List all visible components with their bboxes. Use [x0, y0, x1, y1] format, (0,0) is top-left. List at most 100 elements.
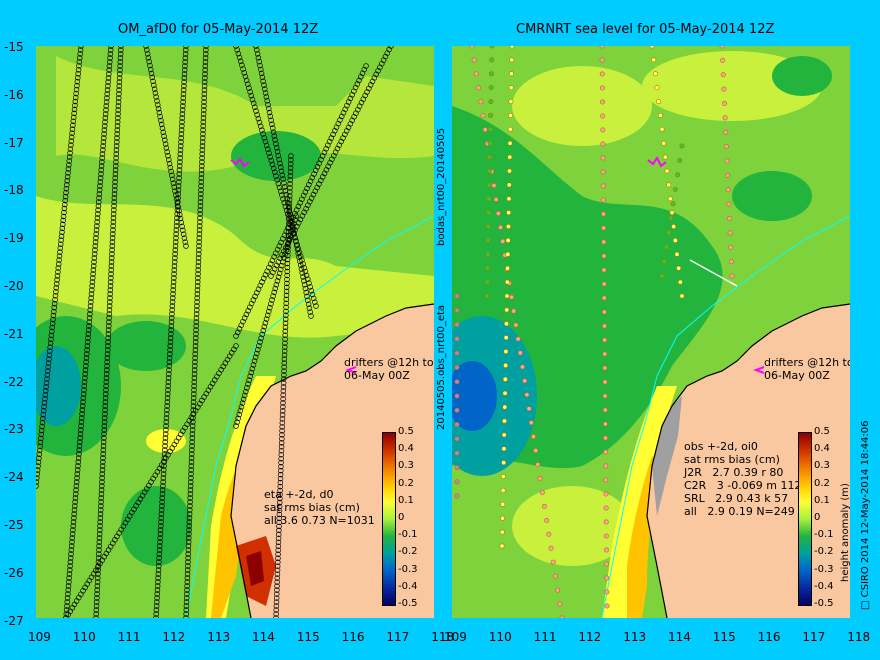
longitude-tick: 115	[712, 630, 736, 644]
ocean-low-eddy	[452, 361, 497, 431]
ocean-low-eddy	[106, 321, 186, 371]
left-map-svg	[36, 46, 434, 618]
right-map-svg	[452, 46, 850, 618]
satellite-track	[36, 46, 84, 489]
colorbar-tick: -0.2	[398, 546, 418, 558]
observation-track	[499, 46, 515, 549]
longitude-tick: 116	[757, 630, 781, 644]
satellite-track	[143, 46, 189, 249]
colorbar-tick: 0	[814, 512, 821, 523]
coastal-shelf-grey	[652, 396, 682, 516]
left-side-label-top: bodas_nrt00_20140505	[436, 127, 447, 246]
latitude-tick: -15	[4, 40, 24, 54]
current-vector	[689, 259, 738, 287]
colorbar-tick: -0.1	[814, 529, 834, 541]
satellite-track	[273, 153, 294, 618]
latitude-tick: -22	[4, 374, 24, 389]
colorbar-tick: 0.5	[814, 426, 830, 437]
longitude-tick: 113	[207, 630, 231, 644]
ocean-low-eddy	[121, 486, 191, 566]
colorbar-tick: -0.1	[398, 529, 418, 541]
observation-track	[649, 46, 685, 299]
ocean-low-eddy	[772, 56, 832, 96]
ocean-low-eddy	[482, 241, 582, 311]
colorbar-tick: -0.4	[814, 580, 834, 592]
drifter-track	[647, 156, 667, 168]
colorbar-tick: -0.3	[814, 563, 834, 575]
colorbar-tick: 0.1	[814, 494, 830, 506]
latitude-tick: -20	[4, 279, 24, 293]
latitude-tick: -18	[4, 183, 24, 198]
latitude-tick: -23	[4, 422, 24, 437]
ocean-high-blob	[146, 429, 186, 453]
colorbar-tick: -0.3	[398, 563, 418, 575]
copyright-label: □ CSIRO 2014 12-May-2014 18:44:06	[860, 420, 871, 610]
right-panel-title: CMRNRT sea level for 05-May-2014 12Z	[516, 22, 775, 37]
ocean-high-blob	[512, 66, 652, 146]
satellite-track	[153, 46, 189, 618]
longitude-tick: 110	[72, 630, 96, 644]
latitude-tick: -17	[4, 135, 24, 150]
latitude-tick: -16	[4, 87, 24, 102]
left-map: drifters @12h to 06-May 00Z eta +-2d, d0…	[36, 46, 434, 618]
ocean-low-eddy	[36, 346, 81, 426]
longitude-tick: 117	[386, 630, 410, 644]
left-panel-title: OM_afD0 for 05-May-2014 12Z	[118, 22, 319, 37]
longitude-tick: 113	[623, 630, 647, 644]
latitude-tick: -26	[4, 565, 24, 580]
colorbar-tick: 0.5	[398, 426, 414, 437]
latitude-tick: -24	[4, 470, 24, 485]
longitude-tick: 114	[252, 630, 275, 644]
latitude-tick: -19	[4, 231, 24, 246]
longitude-tick: 110	[488, 630, 512, 644]
ocean-low-eddy	[732, 171, 812, 221]
satellite-track	[63, 343, 239, 618]
shark-bay-hot	[246, 551, 264, 586]
colorbar-tick: 0.3	[814, 460, 830, 472]
left-stats-label: eta +-2d, d0 sat rms bias (cm) all 3.6 0…	[264, 488, 375, 527]
right-drifters-label: drifters @12h to 06-May 00Z	[764, 356, 850, 382]
latitude-tick: -27	[4, 613, 24, 628]
longitude-tick: 116	[341, 630, 365, 644]
colorbar-tick: -0.5	[814, 598, 834, 609]
satellite-track	[63, 46, 114, 618]
drifter-marker	[345, 366, 357, 374]
observation-track	[599, 46, 610, 609]
colorbar-tick: 0	[398, 512, 405, 523]
observation-track	[719, 46, 735, 279]
satellite-observations	[454, 46, 735, 618]
colorbar-tick: 0.4	[398, 443, 414, 455]
drifter-track	[230, 157, 250, 168]
right-map: drifters @12h to 06-May 00Z obs +-2d, oi…	[452, 46, 850, 618]
longitude-tick: 111	[533, 630, 557, 644]
satellite-track	[183, 46, 209, 618]
colorbar-tick: 0.3	[398, 460, 414, 472]
coastline	[646, 303, 850, 618]
colorbar-label: height anomaly (m)	[840, 483, 851, 582]
right-stats-label: obs +-2d, oi0 sat rms bias (cm) J2R 2.7 …	[684, 440, 802, 518]
longitude-tick: 118	[847, 630, 871, 644]
colorbar-tick: -0.5	[398, 598, 418, 609]
satellite-tracks	[36, 46, 394, 618]
shelf-isobath	[601, 215, 850, 618]
longitude-tick: 115	[296, 630, 320, 644]
satellite-track	[233, 213, 299, 429]
longitude-tick: 109	[444, 630, 467, 644]
colorbar-tick: -0.4	[398, 580, 418, 592]
satellite-track	[93, 46, 124, 618]
colorbar-tick: 0.2	[398, 477, 414, 489]
longitude-tick: 118	[431, 630, 455, 644]
colorbar-tick: 0.4	[814, 443, 830, 455]
observation-track	[454, 293, 460, 499]
shelf-isobath	[185, 215, 434, 618]
left-colorbar	[382, 432, 396, 606]
observation-track	[659, 143, 685, 279]
longitude-tick: 109	[28, 630, 51, 644]
longitude-tick: 111	[117, 630, 141, 644]
satellite-track	[233, 63, 369, 339]
longitude-tick: 112	[162, 630, 186, 644]
coastline	[230, 303, 434, 618]
left-side-label-bottom: 20140505.obs_nrt00_eta	[436, 304, 447, 430]
right-colorbar	[798, 432, 812, 606]
longitude-tick: 114	[668, 630, 691, 644]
